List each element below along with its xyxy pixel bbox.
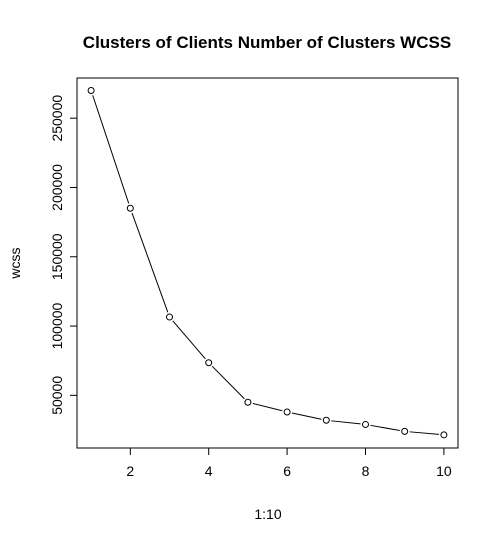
data-point: [401, 427, 409, 435]
x-tick-label: 2: [126, 463, 134, 479]
y-tick-label: 200000: [49, 164, 65, 211]
x-tick-label: 6: [283, 463, 291, 479]
series-segment: [252, 402, 283, 412]
series-wcss: [87, 86, 448, 439]
series-segment: [211, 365, 245, 400]
data-point: [244, 398, 252, 406]
data-point: [126, 204, 134, 212]
x-tick-label: 8: [362, 463, 370, 479]
x-tick-label: 10: [436, 463, 452, 479]
plot-frame: [76, 77, 459, 449]
y-tick-label: 250000: [49, 95, 65, 142]
series-segment: [92, 95, 130, 204]
data-point: [322, 416, 330, 424]
series-segment: [370, 424, 400, 431]
series-segment: [291, 412, 322, 420]
x-tick-label: 4: [205, 463, 213, 479]
chart-title: Clusters of Clients Number of Clusters W…: [83, 33, 451, 52]
data-point: [166, 313, 174, 321]
y-tick-label: 150000: [49, 233, 65, 280]
y-tick-label: 50000: [49, 376, 65, 415]
data-point: [87, 86, 95, 94]
x-axis-label: 1:10: [254, 506, 281, 522]
series-segment: [331, 420, 361, 425]
y-axis: 50000 100000 150000 200000 250000: [49, 95, 78, 415]
data-point: [361, 420, 369, 428]
y-tick-label: 100000: [49, 302, 65, 349]
data-point: [205, 359, 213, 367]
series-segment: [409, 431, 439, 435]
x-axis: 2 4 6 8 10: [126, 447, 452, 479]
series-segment: [172, 320, 206, 360]
data-point: [283, 408, 291, 416]
series-segment: [131, 212, 169, 313]
y-axis-label: wcss: [7, 247, 23, 279]
data-point: [440, 431, 448, 439]
